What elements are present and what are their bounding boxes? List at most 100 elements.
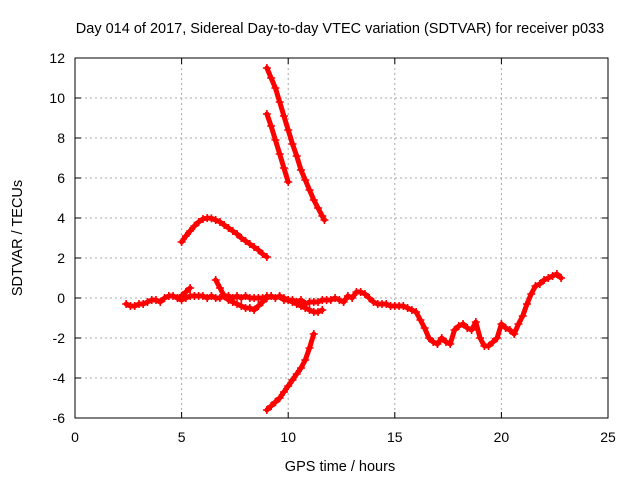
data-point [459, 320, 468, 328]
x-tick-label: 10 [280, 429, 296, 445]
data-point [237, 234, 246, 242]
data-point [501, 324, 510, 332]
data-point [314, 308, 323, 316]
y-tick-label: -4 [53, 370, 66, 386]
data-point [335, 296, 344, 304]
y-tick-label: 0 [57, 290, 65, 306]
data-point [320, 216, 329, 224]
data-point [275, 150, 284, 158]
data-point [262, 64, 271, 72]
data-point [233, 292, 242, 300]
data-point [463, 324, 472, 332]
data-point [160, 294, 169, 302]
data-point [360, 290, 369, 298]
data-point [292, 300, 301, 308]
x-tick-label: 0 [71, 429, 79, 445]
data-point [305, 306, 314, 314]
data-point [215, 218, 224, 226]
data-point [356, 288, 365, 296]
data-point [271, 294, 280, 302]
x-tick-label: 20 [494, 429, 510, 445]
data-point [169, 292, 178, 300]
y-tick-label: 2 [57, 250, 65, 266]
data-point [424, 334, 433, 342]
y-axis-label: SDTVAR / TECUs [10, 180, 26, 296]
data-point [258, 250, 267, 258]
data-point [181, 288, 190, 296]
data-point [343, 292, 352, 300]
data-point [241, 292, 250, 300]
data-point [416, 316, 425, 324]
data-point [296, 166, 305, 174]
data-point [471, 318, 480, 326]
data-point [301, 176, 310, 184]
data-point [275, 394, 284, 402]
data-point [514, 320, 523, 328]
data-point [284, 178, 293, 186]
data-point [130, 302, 139, 310]
data-point [262, 253, 271, 261]
data-point [215, 294, 224, 302]
data-point [429, 338, 438, 346]
data-point [540, 276, 549, 284]
data-point [488, 338, 497, 346]
data-point [399, 302, 408, 310]
data-point [301, 304, 310, 312]
data-point [314, 204, 323, 212]
data-point [527, 290, 536, 298]
data-point [403, 304, 412, 312]
data-point [228, 298, 237, 306]
data-point [292, 152, 301, 160]
y-tick-label: -2 [53, 330, 66, 346]
series-small-tick-left [175, 284, 195, 302]
data-point [139, 300, 148, 308]
data-point [497, 320, 506, 328]
data-point [275, 98, 284, 106]
data-point [331, 294, 340, 302]
data-point [198, 215, 207, 223]
data-point [279, 294, 288, 302]
data-point [279, 388, 288, 396]
data-point [420, 324, 429, 332]
data-point [284, 382, 293, 390]
data-point [143, 298, 152, 306]
data-point [292, 370, 301, 378]
data-point [505, 326, 514, 334]
data-point [348, 294, 357, 302]
data-point [301, 356, 310, 364]
data-point [288, 298, 297, 306]
data-point [262, 292, 271, 300]
data-point [309, 330, 318, 338]
data-point [279, 112, 288, 120]
data-point [271, 136, 280, 144]
data-point [198, 292, 207, 300]
data-point [288, 376, 297, 384]
x-axis-label: GPS time / hours [285, 459, 395, 475]
x-tick-label: 25 [600, 429, 616, 445]
y-tick-label: 6 [57, 170, 65, 186]
data-point [186, 227, 195, 235]
x-tick-label: 15 [387, 429, 403, 445]
data-point [237, 294, 246, 302]
y-tick-label: 10 [49, 90, 65, 106]
data-point [194, 218, 203, 226]
data-point [258, 298, 267, 306]
data-point [484, 342, 493, 350]
data-point [305, 186, 314, 194]
data-point [544, 274, 553, 282]
data-point [314, 298, 323, 306]
data-point [412, 308, 421, 316]
series-negative-streak [262, 330, 318, 414]
data-point [224, 224, 233, 232]
data-point [433, 340, 442, 348]
data-point [237, 302, 246, 310]
x-tick-label: 5 [178, 429, 186, 445]
series-hump [177, 214, 271, 261]
data-point [211, 216, 220, 224]
data-point [152, 296, 161, 304]
data-point [476, 334, 485, 342]
data-series [122, 64, 566, 414]
series-upper-streak-short [262, 110, 293, 186]
data-point [267, 122, 276, 130]
data-point [369, 298, 378, 306]
